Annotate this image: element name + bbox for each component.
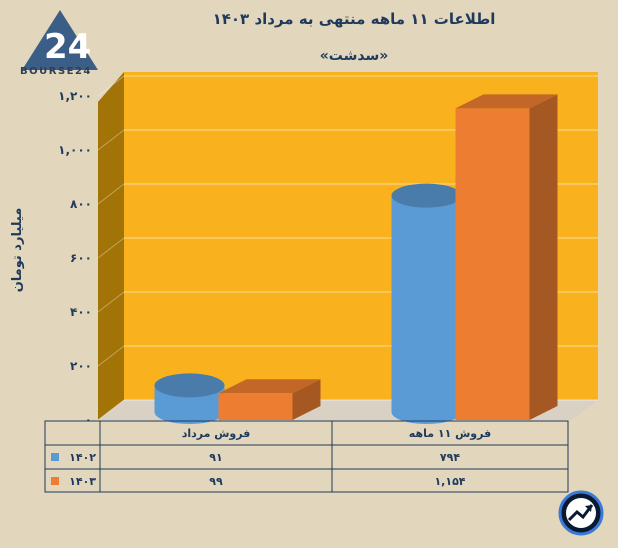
table-cell: ۷۹۴ <box>440 451 460 464</box>
bar-1402-top <box>154 373 225 398</box>
y-tick-label: ۰ <box>85 413 92 427</box>
gridline-side <box>97 345 125 367</box>
y-tick-label: ۱,۲۰۰ <box>58 89 92 103</box>
chart-title: اطلاعات ۱۱ ماهه منتهی به مرداد ۱۴۰۳ <box>212 10 496 28</box>
bar-1403-top <box>455 94 558 109</box>
trend-badge-icon <box>558 490 604 536</box>
bar-1403 <box>455 108 530 421</box>
table-cell: ۹۹ <box>209 475 223 488</box>
bar-1403-side <box>529 94 558 421</box>
bar-1403-side <box>292 379 321 420</box>
y-tick-label: ۱,۰۰۰ <box>58 143 92 157</box>
gridline-side <box>97 399 125 421</box>
y-tick-label: ۲۰۰ <box>70 359 92 373</box>
y-tick-label: ۶۰۰ <box>70 251 92 265</box>
legend-swatch <box>51 453 59 461</box>
y-tick-label: ۸۰۰ <box>70 197 92 211</box>
bar-1402-top <box>391 183 462 208</box>
bar-1402 <box>391 195 462 412</box>
chart-subtitle: «سدشت» <box>319 48 389 64</box>
logo-triangle <box>22 10 98 70</box>
legend-label: ۱۴۰۳ <box>69 475 96 488</box>
table-cell: ۹۱ <box>209 451 222 464</box>
logo-text: BOURSE24 <box>20 66 92 77</box>
y-tick-label: ۴۰۰ <box>70 305 92 319</box>
left-wall <box>98 72 124 420</box>
gridline-side <box>97 183 125 205</box>
data-table <box>44 420 569 493</box>
gridline-side <box>97 129 125 151</box>
logo-numeral: 24 <box>44 27 91 67</box>
bar-1402-bottom <box>391 400 462 424</box>
legend-swatch <box>51 477 59 485</box>
gridline-side <box>97 291 125 313</box>
bar-1402-bottom <box>154 400 225 424</box>
gridline-side <box>97 237 125 259</box>
table-header-cell: فروش ۱۱ ماهه <box>409 427 491 440</box>
bar-1403 <box>218 393 293 420</box>
bar-1403-top <box>218 379 321 394</box>
legend-label: ۱۴۰۲ <box>69 451 96 464</box>
gridline-side <box>97 75 125 97</box>
table-header-cell: فروش مرداد <box>182 427 251 440</box>
logo: 24 <box>22 10 98 70</box>
table-cell: ۱,۱۵۴ <box>434 475 465 488</box>
